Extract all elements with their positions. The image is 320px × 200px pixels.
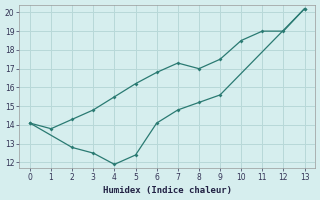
X-axis label: Humidex (Indice chaleur): Humidex (Indice chaleur) bbox=[103, 186, 232, 195]
